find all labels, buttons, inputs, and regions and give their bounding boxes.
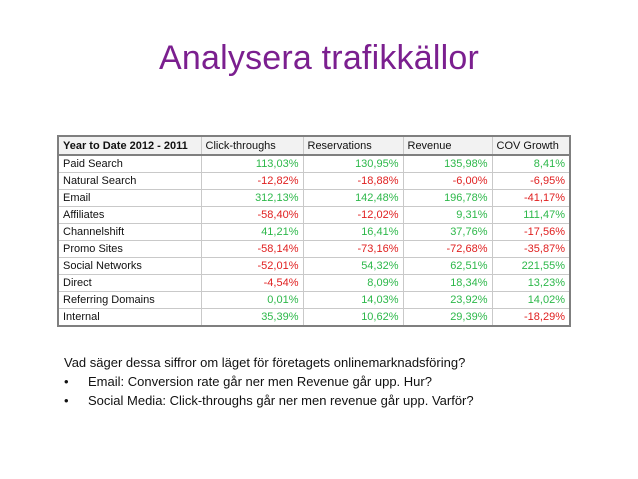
bullet-item-email: • Email: Conversion rate går ner men Rev…: [64, 372, 624, 391]
cell-cov-growth: 13,23%: [491, 274, 571, 292]
cell-revenue: -6,00%: [402, 172, 493, 190]
row-label: Channelshift: [57, 223, 202, 241]
row-label: Internal: [57, 308, 202, 327]
row-label: Direct: [57, 274, 202, 292]
cell-click-throughs: 0,01%: [200, 291, 304, 309]
cell-click-throughs: -4,54%: [200, 274, 304, 292]
cell-cov-growth: -18,29%: [491, 308, 571, 327]
row-label: Natural Search: [57, 172, 202, 190]
cell-cov-growth: -6,95%: [491, 172, 571, 190]
cell-revenue: 196,78%: [402, 189, 493, 207]
row-label: Paid Search: [57, 154, 202, 173]
row-label: Email: [57, 189, 202, 207]
table-header-row: Year to Date 2012 - 2011 Click-throughs …: [57, 135, 571, 156]
cell-reservations: -73,16%: [302, 240, 404, 258]
cell-revenue: 9,31%: [402, 206, 493, 224]
cell-revenue: 37,76%: [402, 223, 493, 241]
bullet-text: Social Media: Click-throughs går ner men…: [88, 393, 474, 408]
column-header-reservations: Reservations: [302, 135, 404, 156]
cell-cov-growth: 8,41%: [491, 154, 571, 173]
slide-title: Analysera trafikkällor: [159, 39, 479, 77]
table-row: Internal 35,39% 10,62% 29,39% -18,29%: [57, 308, 571, 327]
cell-click-throughs: -12,82%: [200, 172, 304, 190]
cell-cov-growth: 14,02%: [491, 291, 571, 309]
traffic-sources-table: Year to Date 2012 - 2011 Click-throughs …: [57, 135, 571, 327]
cell-click-throughs: 35,39%: [200, 308, 304, 327]
table-body: Paid Search 113,03% 130,95% 135,98% 8,41% Nat…: [57, 154, 571, 327]
table-row: Paid Search 113,03% 130,95% 135,98% 8,41%: [57, 154, 571, 173]
cell-reservations: -18,88%: [302, 172, 404, 190]
table-row: Direct -4,54% 8,09% 18,34% 13,23%: [57, 274, 571, 292]
cell-cov-growth: -41,17%: [491, 189, 571, 207]
bullet-symbol: •: [64, 374, 69, 389]
cell-reservations: 10,62%: [302, 308, 404, 327]
table-row: Channelshift 41,21% 16,41% 37,76% -17,56%: [57, 223, 571, 241]
cell-reservations: 142,48%: [302, 189, 404, 207]
table-row: Promo Sites -58,14% -73,16% -72,68% -35,87%: [57, 240, 571, 258]
table-row: Social Networks -52,01% 54,32% 62,51% 221,55…: [57, 257, 571, 275]
discussion-text: Vad säger dessa siffror om läget för för…: [64, 353, 624, 410]
cell-revenue: 62,51%: [402, 257, 493, 275]
column-header-revenue: Revenue: [402, 135, 493, 156]
cell-revenue: -72,68%: [402, 240, 493, 258]
table-row: Referring Domains 0,01% 14,03% 23,92% 14,02%: [57, 291, 571, 309]
row-label: Affiliates: [57, 206, 202, 224]
cell-click-throughs: -52,01%: [200, 257, 304, 275]
cell-reservations: 14,03%: [302, 291, 404, 309]
cell-reservations: 130,95%: [302, 154, 404, 173]
cell-revenue: 135,98%: [402, 154, 493, 173]
cell-reservations: 8,09%: [302, 274, 404, 292]
bullet-list: • Email: Conversion rate går ner men Rev…: [64, 372, 624, 410]
cell-cov-growth: 111,47%: [491, 206, 571, 224]
cell-reservations: 54,32%: [302, 257, 404, 275]
table-row: Natural Search -12,82% -18,88% -6,00% -6,95%: [57, 172, 571, 190]
column-header-click-throughs: Click-throughs: [200, 135, 304, 156]
column-header-cov-growth: COV Growth: [491, 135, 571, 156]
cell-click-throughs: 113,03%: [200, 154, 304, 173]
cell-revenue: 18,34%: [402, 274, 493, 292]
cell-click-throughs: -58,14%: [200, 240, 304, 258]
bullet-text: Email: Conversion rate går ner men Reven…: [88, 374, 432, 389]
cell-cov-growth: -17,56%: [491, 223, 571, 241]
cell-reservations: 16,41%: [302, 223, 404, 241]
bullet-item-social-media: • Social Media: Click-throughs går ner m…: [64, 391, 624, 410]
row-label: Social Networks: [57, 257, 202, 275]
cell-revenue: 29,39%: [402, 308, 493, 327]
cell-click-throughs: 41,21%: [200, 223, 304, 241]
discussion-question: Vad säger dessa siffror om läget för för…: [64, 355, 466, 370]
cell-click-throughs: -58,40%: [200, 206, 304, 224]
cell-reservations: -12,02%: [302, 206, 404, 224]
row-label: Promo Sites: [57, 240, 202, 258]
cell-revenue: 23,92%: [402, 291, 493, 309]
column-header-period: Year to Date 2012 - 2011: [57, 135, 202, 156]
cell-cov-growth: 221,55%: [491, 257, 571, 275]
row-label: Referring Domains: [57, 291, 202, 309]
table-row: Affiliates -58,40% -12,02% 9,31% 111,47%: [57, 206, 571, 224]
table-row: Email 312,13% 142,48% 196,78% -41,17%: [57, 189, 571, 207]
cell-cov-growth: -35,87%: [491, 240, 571, 258]
cell-click-throughs: 312,13%: [200, 189, 304, 207]
bullet-symbol: •: [64, 393, 69, 408]
